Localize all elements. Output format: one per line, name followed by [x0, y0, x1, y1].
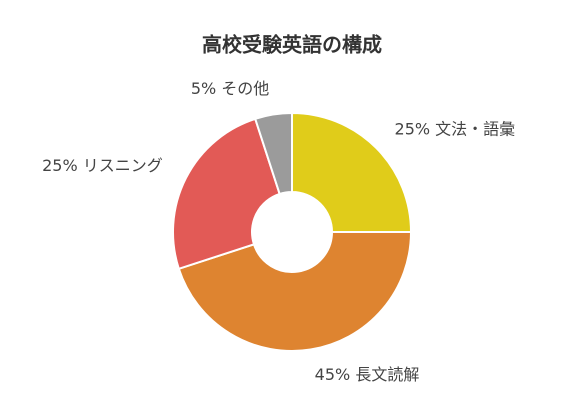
- slice-label: 25% 文法・語彙: [395, 119, 516, 138]
- slice-name: その他: [221, 78, 269, 97]
- slice-name: 文法・語彙: [435, 119, 515, 138]
- donut-slice: [172, 117, 281, 271]
- slice-name: リスニング: [83, 156, 163, 175]
- donut-slice: [291, 111, 413, 233]
- slice-percent: 5%: [191, 78, 216, 97]
- slice-percent: 25%: [395, 119, 431, 138]
- slice-label: 25% リスニング: [42, 156, 163, 175]
- slice-label: 45% 長文読解: [315, 365, 420, 384]
- donut-slice: [177, 231, 413, 352]
- chart-title: 高校受験英語の構成: [202, 33, 382, 57]
- slice-percent: 45%: [315, 365, 351, 384]
- donut-slice: [253, 111, 293, 196]
- slice-percent: 25%: [42, 156, 78, 175]
- slice-name: 長文読解: [355, 365, 419, 384]
- slice-label: 5% その他: [191, 78, 270, 97]
